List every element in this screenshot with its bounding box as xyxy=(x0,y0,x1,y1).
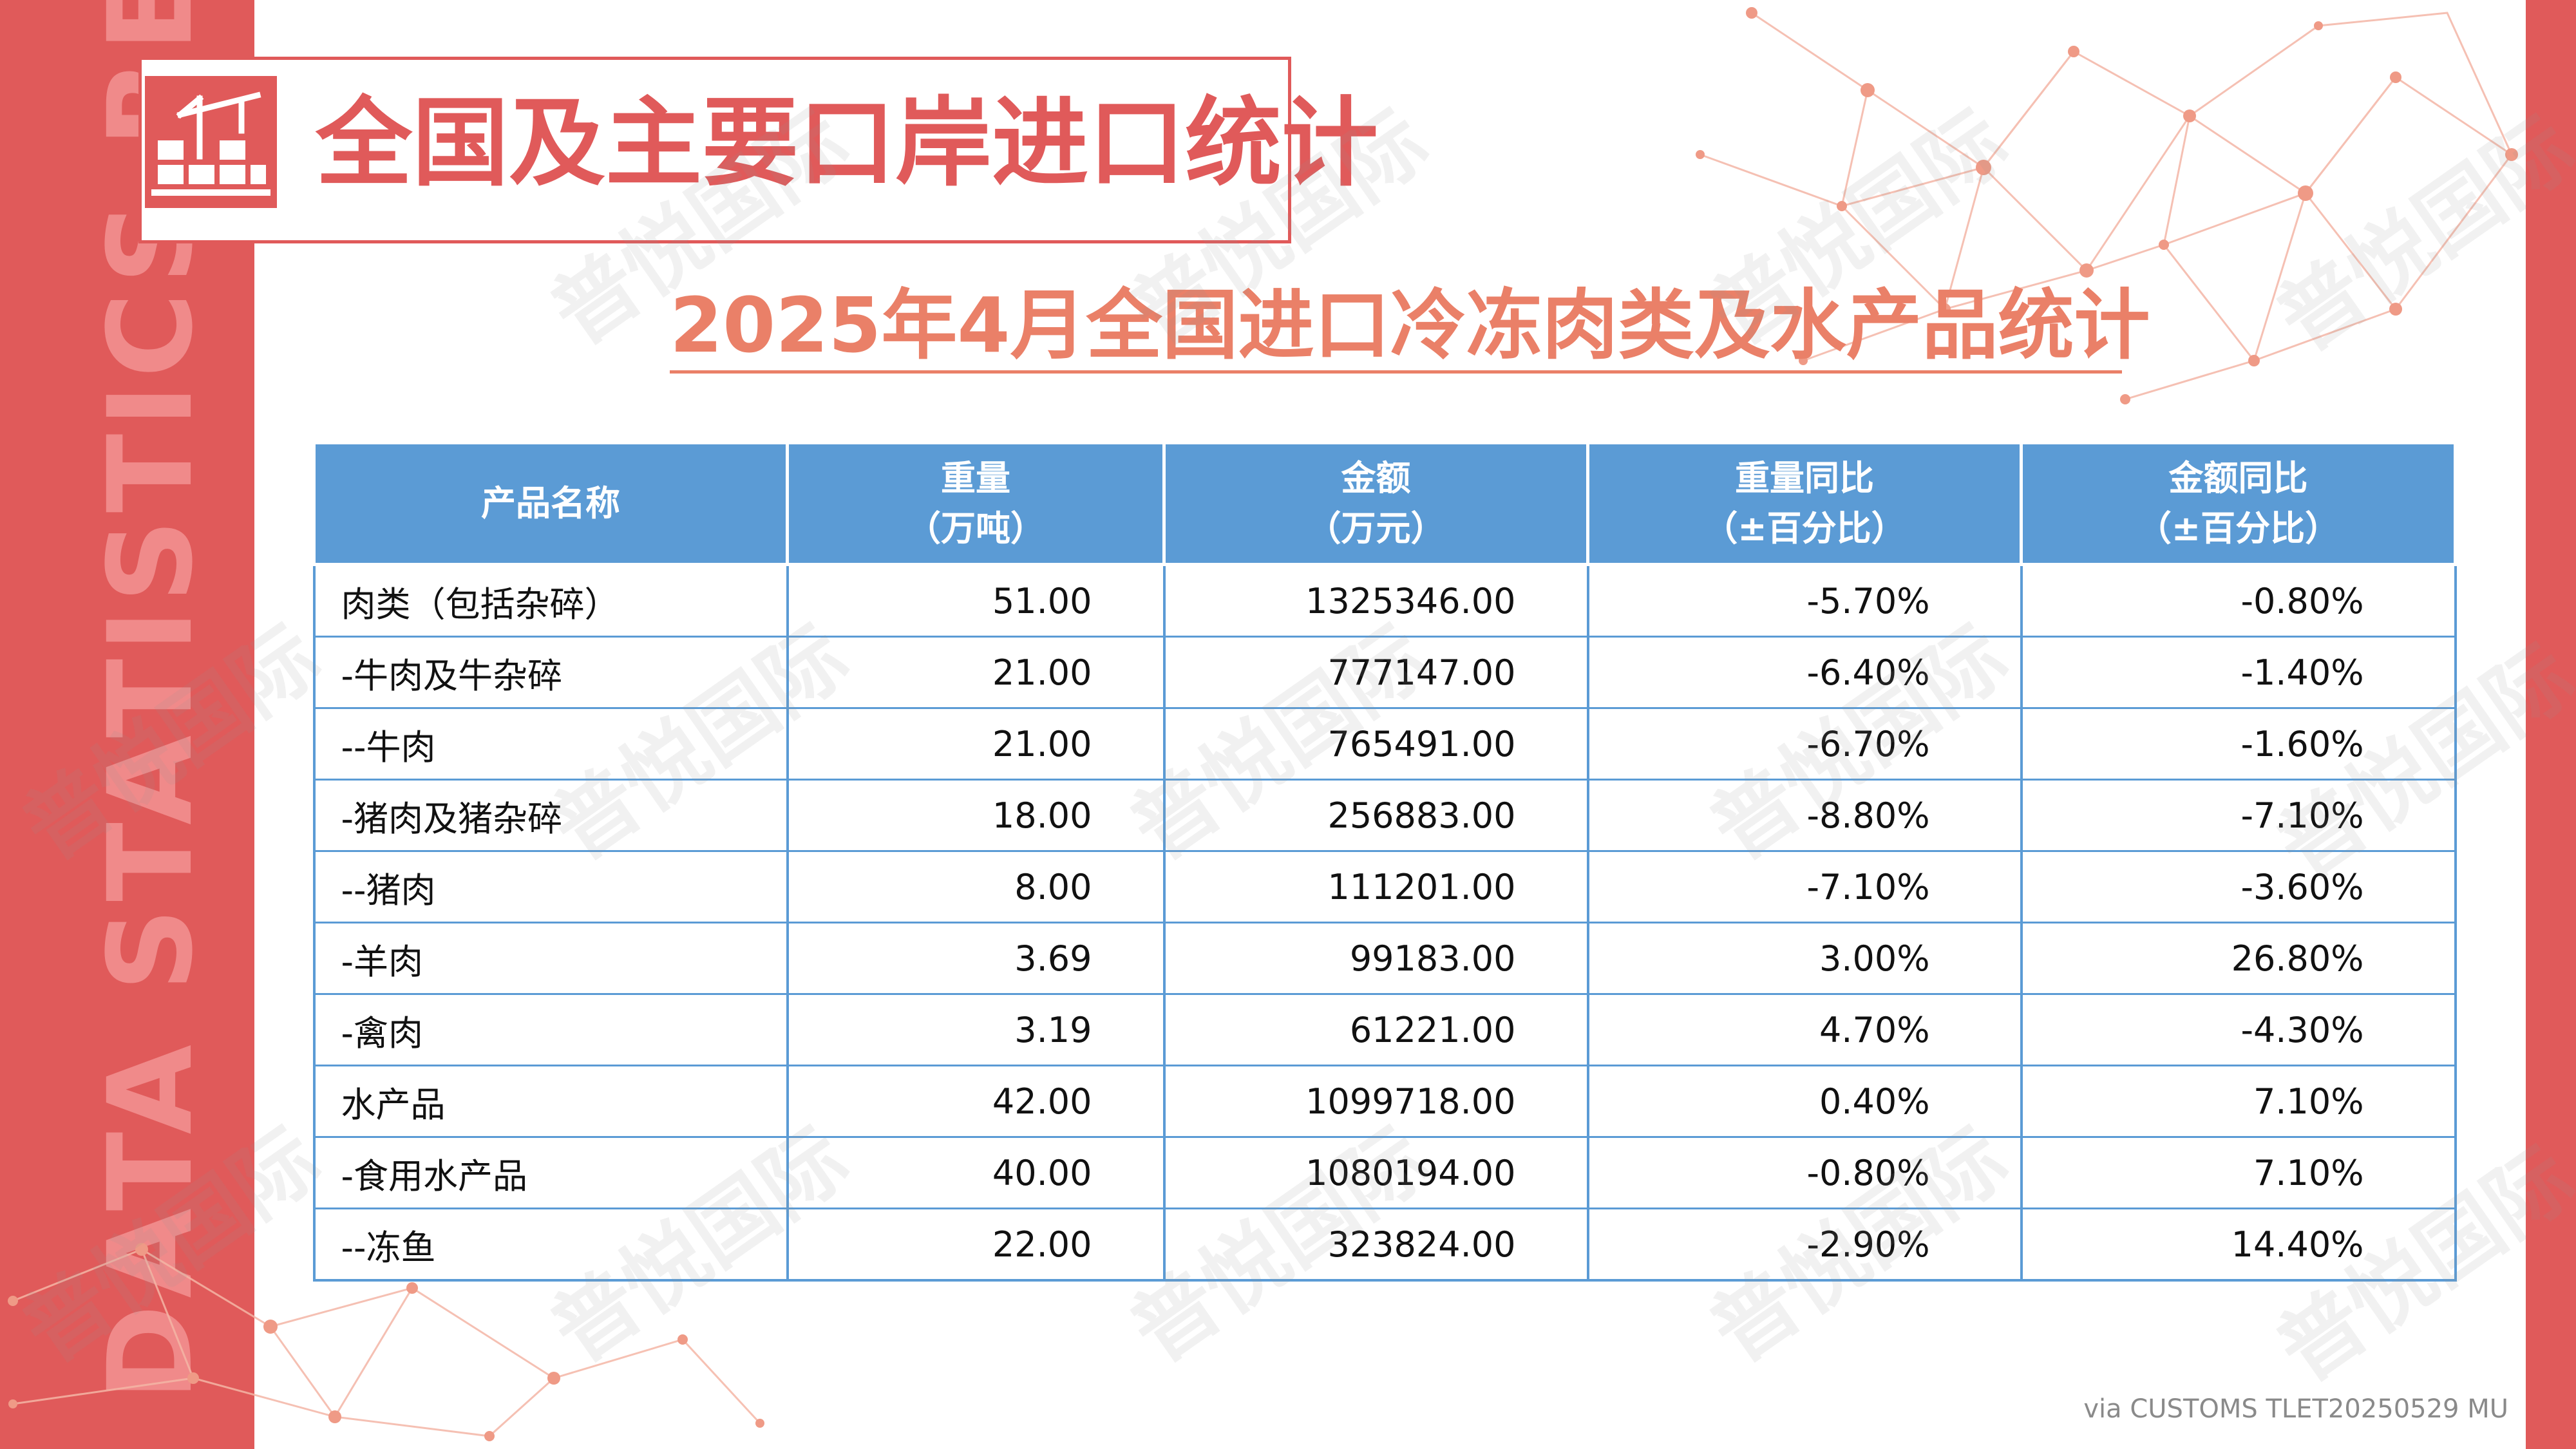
header-icon-container xyxy=(145,76,277,208)
table-row: -牛肉及牛杂碎 21.00 777147.00 -6.40% -1.40% xyxy=(312,636,2457,709)
cell-amount: 111201.00 xyxy=(1162,851,1589,923)
header-line1: 金额同比 xyxy=(2168,458,2308,498)
cell-product-name: -禽肉 xyxy=(312,994,789,1066)
cell-amount: 1080194.00 xyxy=(1162,1137,1589,1209)
cell-weight: 18.00 xyxy=(786,779,1166,852)
header-product-name: 产品名称 xyxy=(312,441,789,566)
header-amount: 金额 （万元） xyxy=(1162,441,1589,566)
page-title: 全国及主要口岸进口统计 xyxy=(316,88,1379,200)
table-header-row: 产品名称 重量 （万吨） 金额 （万元） 重量同比 （±百分比） 金额同比 （±百分比） xyxy=(312,441,2457,566)
header-line2: （万元） xyxy=(1306,508,1446,549)
cell-amount: 323824.00 xyxy=(1162,1208,1589,1282)
header-line2: （±百分比） xyxy=(1703,508,1906,549)
cell-amount-yoy: -1.60% xyxy=(2020,708,2457,781)
network-decoration-top-right xyxy=(1696,7,2518,404)
cell-product-name: --冻鱼 xyxy=(312,1208,789,1282)
cell-weight: 40.00 xyxy=(786,1137,1166,1209)
cell-product-name: 肉类（包括杂碎） xyxy=(312,564,789,638)
cell-product-name: -牛肉及牛杂碎 xyxy=(312,636,789,709)
header-title-box xyxy=(138,57,1291,243)
cell-amount: 1099718.00 xyxy=(1162,1065,1589,1138)
cell-weight-yoy: -2.90% xyxy=(1586,1208,2023,1282)
cell-product-name: --牛肉 xyxy=(312,708,789,781)
table-subtitle: 2025年4月全国进口冷冻肉类及水产品统计 xyxy=(670,281,2150,370)
header-weight-yoy: 重量同比 （±百分比） xyxy=(1586,441,2023,566)
table-row: 水产品 42.00 1099718.00 0.40% 7.10% xyxy=(312,1065,2457,1138)
network-decoration-bottom-left xyxy=(8,1243,764,1441)
header-line1: 金额 xyxy=(1341,458,1411,498)
cell-weight-yoy: 3.00% xyxy=(1586,922,2023,995)
right-edge-band xyxy=(2526,0,2576,1449)
header-amount-yoy: 金额同比 （±百分比） xyxy=(2020,441,2457,566)
header-line1: 重量 xyxy=(941,458,1010,498)
cell-product-name: -猪肉及猪杂碎 xyxy=(312,779,789,852)
cell-amount: 99183.00 xyxy=(1162,922,1589,995)
table-row: --猪肉 8.00 111201.00 -7.10% -3.60% xyxy=(312,851,2457,923)
header-weight: 重量 （万吨） xyxy=(786,441,1166,566)
source-note: via CUSTOMS TLET20250529 MU xyxy=(2083,1394,2508,1424)
cell-weight: 21.00 xyxy=(786,708,1166,781)
table-row: -羊肉 3.69 99183.00 3.00% 26.80% xyxy=(312,922,2457,995)
cell-weight: 3.69 xyxy=(786,922,1166,995)
cell-weight: 22.00 xyxy=(786,1208,1166,1282)
cell-weight-yoy: -6.40% xyxy=(1586,636,2023,709)
cell-weight: 21.00 xyxy=(786,636,1166,709)
cell-amount-yoy: 7.10% xyxy=(2020,1137,2457,1209)
cell-weight-yoy: -0.80% xyxy=(1586,1137,2023,1209)
sidebar-report-text: DATA STATISTICS REPORT xyxy=(84,0,218,1401)
cell-amount-yoy: -4.30% xyxy=(2020,994,2457,1066)
cell-weight-yoy: -8.80% xyxy=(1586,779,2023,852)
cell-amount-yoy: 14.40% xyxy=(2020,1208,2457,1282)
header-line1: 重量同比 xyxy=(1735,458,1874,498)
table-row: --冻鱼 22.00 323824.00 -2.90% 14.40% xyxy=(312,1208,2457,1282)
cell-amount-yoy: -0.80% xyxy=(2020,564,2457,638)
port-crane-icon xyxy=(151,91,270,196)
cell-weight: 8.00 xyxy=(786,851,1166,923)
import-statistics-table: 产品名称 重量 （万吨） 金额 （万元） 重量同比 （±百分比） 金额同比 （±百分比）… xyxy=(312,441,2457,1282)
cell-amount-yoy: 7.10% xyxy=(2020,1065,2457,1138)
cell-product-name: -食用水产品 xyxy=(312,1137,789,1209)
cell-weight: 42.00 xyxy=(786,1065,1166,1138)
cell-product-name: --猪肉 xyxy=(312,851,789,923)
cell-weight-yoy: -5.70% xyxy=(1586,564,2023,638)
cell-product-name: -羊肉 xyxy=(312,922,789,995)
cell-amount-yoy: 26.80% xyxy=(2020,922,2457,995)
cell-amount: 777147.00 xyxy=(1162,636,1589,709)
cell-product-name: 水产品 xyxy=(312,1065,789,1138)
cell-amount: 61221.00 xyxy=(1162,994,1589,1066)
cell-weight-yoy: -7.10% xyxy=(1586,851,2023,923)
header-line2: （±百分比） xyxy=(2136,508,2340,549)
cell-amount-yoy: -7.10% xyxy=(2020,779,2457,852)
table-row: -猪肉及猪杂碎 18.00 256883.00 -8.80% -7.10% xyxy=(312,779,2457,852)
cell-weight: 51.00 xyxy=(786,564,1166,638)
table-row: -禽肉 3.19 61221.00 4.70% -4.30% xyxy=(312,994,2457,1066)
header-line1: 产品名称 xyxy=(481,483,620,524)
table-row: -食用水产品 40.00 1080194.00 -0.80% 7.10% xyxy=(312,1137,2457,1209)
header-line2: （万吨） xyxy=(906,508,1045,549)
cell-amount: 256883.00 xyxy=(1162,779,1589,852)
table-row: 肉类（包括杂碎） 51.00 1325346.00 -5.70% -0.80% xyxy=(312,564,2457,638)
cell-amount: 765491.00 xyxy=(1162,708,1589,781)
cell-amount-yoy: -3.60% xyxy=(2020,851,2457,923)
cell-weight-yoy: 0.40% xyxy=(1586,1065,2023,1138)
cell-amount: 1325346.00 xyxy=(1162,564,1589,638)
cell-amount-yoy: -1.40% xyxy=(2020,636,2457,709)
subtitle-underline xyxy=(670,370,2122,374)
cell-weight-yoy: 4.70% xyxy=(1586,994,2023,1066)
table-row: --牛肉 21.00 765491.00 -6.70% -1.60% xyxy=(312,708,2457,781)
cell-weight-yoy: -6.70% xyxy=(1586,708,2023,781)
cell-weight: 3.19 xyxy=(786,994,1166,1066)
